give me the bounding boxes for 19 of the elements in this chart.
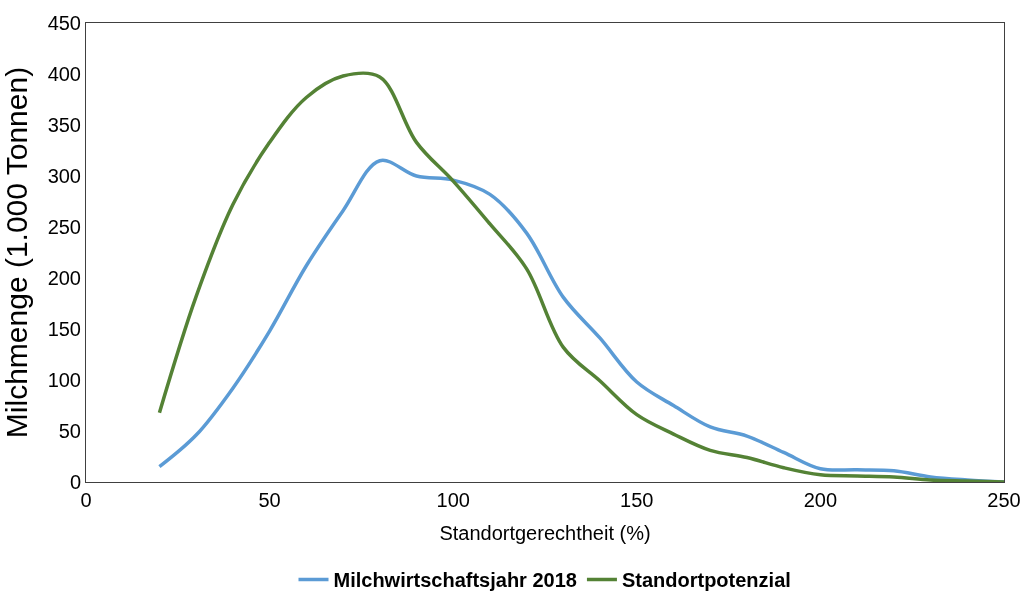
y-tick-label: 150 [47,318,81,340]
y-axis-title: Milchmenge (1.000 Tonnen) [0,66,33,439]
y-tick-label: 200 [47,267,81,289]
x-tick-label: 50 [258,489,281,511]
x-tick-label: 250 [987,489,1021,511]
legend-label: Standortpotenzial [621,569,791,592]
x-tick-label: 150 [620,489,654,511]
y-tick-label: 50 [58,420,81,442]
y-tick-label: 400 [47,63,81,85]
y-tick-label: 0 [69,471,81,493]
x-axis-title: Standortgerechtheit (%) [439,521,651,544]
y-tick-label: 100 [47,369,81,391]
x-tick-label: 100 [436,489,470,511]
x-tick-label: 200 [803,489,838,511]
y-tick-label: 250 [47,216,81,238]
y-tick-label: 350 [47,114,81,136]
y-tick-label: 300 [47,165,81,187]
legend-label: Milchwirtschaftsjahr 2018 [333,569,577,592]
y-tick-label: 450 [47,12,81,34]
